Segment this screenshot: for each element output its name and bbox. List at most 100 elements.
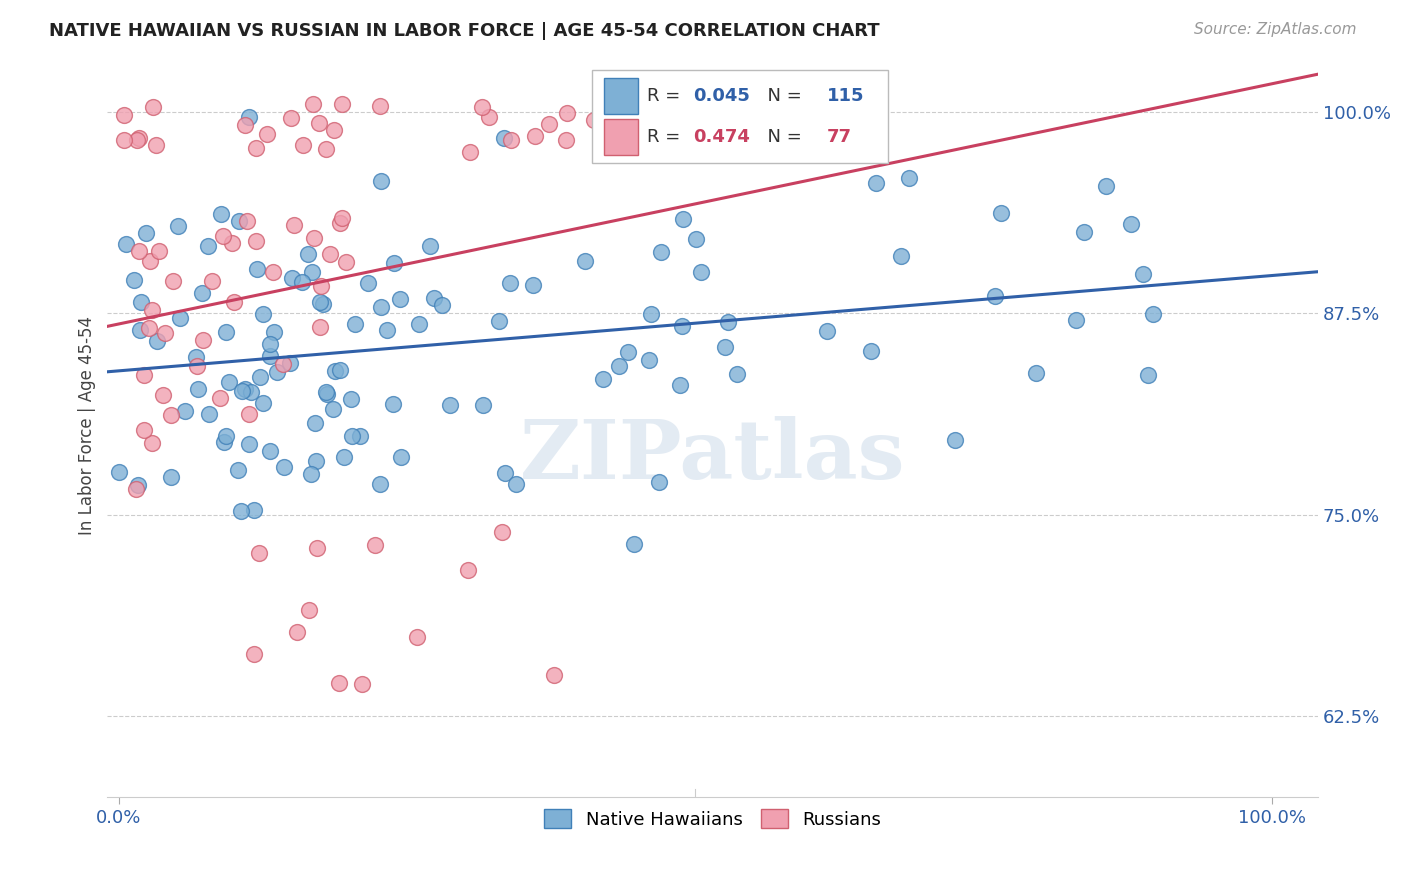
- Point: [1142, 307, 1164, 321]
- Point: [162, 274, 184, 288]
- Point: [423, 291, 446, 305]
- Point: [543, 668, 565, 682]
- Point: [283, 218, 305, 232]
- Point: [638, 352, 661, 367]
- Point: [233, 119, 256, 133]
- Text: R =: R =: [647, 87, 686, 105]
- Point: [890, 249, 912, 263]
- Point: [198, 407, 221, 421]
- Point: [226, 463, 249, 477]
- Point: [381, 397, 404, 411]
- Point: [335, 255, 357, 269]
- Point: [229, 504, 252, 518]
- FancyBboxPatch shape: [603, 78, 638, 113]
- Point: [249, 370, 271, 384]
- Point: [108, 465, 131, 479]
- Point: [142, 100, 165, 114]
- Point: [555, 133, 578, 147]
- Point: [186, 350, 208, 364]
- Point: [160, 469, 183, 483]
- Point: [650, 245, 672, 260]
- Point: [155, 326, 177, 340]
- Point: [242, 647, 264, 661]
- Point: [538, 117, 561, 131]
- Point: [238, 407, 260, 421]
- Point: [212, 229, 235, 244]
- Point: [174, 404, 197, 418]
- Point: [617, 345, 640, 359]
- Text: R =: R =: [647, 128, 686, 145]
- Point: [304, 416, 326, 430]
- Point: [236, 214, 259, 228]
- Point: [330, 96, 353, 111]
- Point: [259, 349, 281, 363]
- Point: [132, 368, 155, 382]
- Point: [1132, 267, 1154, 281]
- Point: [297, 246, 319, 260]
- Point: [499, 276, 522, 290]
- Point: [488, 313, 510, 327]
- Point: [458, 145, 481, 159]
- Point: [160, 408, 183, 422]
- Point: [405, 630, 427, 644]
- Point: [145, 137, 167, 152]
- Point: [332, 450, 354, 464]
- Text: 0.474: 0.474: [693, 128, 751, 145]
- Point: [245, 141, 267, 155]
- Point: [1073, 225, 1095, 239]
- Point: [298, 603, 321, 617]
- Point: [214, 434, 236, 449]
- Point: [472, 398, 495, 412]
- Point: [690, 265, 713, 279]
- Point: [499, 133, 522, 147]
- Point: [115, 237, 138, 252]
- Point: [357, 277, 380, 291]
- Point: [208, 392, 231, 406]
- Text: 0.045: 0.045: [693, 87, 751, 105]
- Point: [382, 255, 405, 269]
- Point: [291, 275, 314, 289]
- Point: [128, 244, 150, 258]
- Point: [245, 262, 267, 277]
- Point: [209, 207, 232, 221]
- Point: [1095, 179, 1118, 194]
- Point: [263, 325, 285, 339]
- Point: [252, 307, 274, 321]
- Point: [169, 311, 191, 326]
- Point: [648, 475, 671, 490]
- Point: [389, 450, 412, 464]
- Point: [671, 318, 693, 333]
- Point: [607, 359, 630, 373]
- Text: N =: N =: [756, 87, 808, 105]
- Point: [339, 392, 361, 406]
- Point: [342, 429, 364, 443]
- Text: NATIVE HAWAIIAN VS RUSSIAN IN LABOR FORCE | AGE 45-54 CORRELATION CHART: NATIVE HAWAIIAN VS RUSSIAN IN LABOR FORC…: [49, 22, 880, 40]
- Point: [522, 277, 544, 292]
- Point: [278, 356, 301, 370]
- Point: [714, 340, 737, 354]
- Point: [281, 271, 304, 285]
- Point: [322, 401, 344, 416]
- Point: [350, 677, 373, 691]
- Text: 77: 77: [827, 128, 852, 145]
- Point: [389, 293, 412, 307]
- Point: [222, 294, 245, 309]
- Point: [221, 235, 243, 250]
- Point: [280, 112, 302, 126]
- Point: [215, 326, 238, 340]
- Point: [669, 378, 692, 392]
- Point: [231, 384, 253, 399]
- Point: [984, 289, 1007, 303]
- Point: [583, 113, 606, 128]
- Point: [370, 98, 392, 112]
- Point: [329, 216, 352, 230]
- Point: [623, 536, 645, 550]
- Point: [299, 467, 322, 482]
- Point: [285, 625, 308, 640]
- Point: [1066, 313, 1088, 327]
- Point: [637, 140, 659, 154]
- Point: [859, 344, 882, 359]
- Text: ZIPatlas: ZIPatlas: [520, 416, 905, 496]
- Point: [259, 443, 281, 458]
- Y-axis label: In Labor Force | Age 45-54: In Labor Force | Age 45-54: [79, 317, 96, 535]
